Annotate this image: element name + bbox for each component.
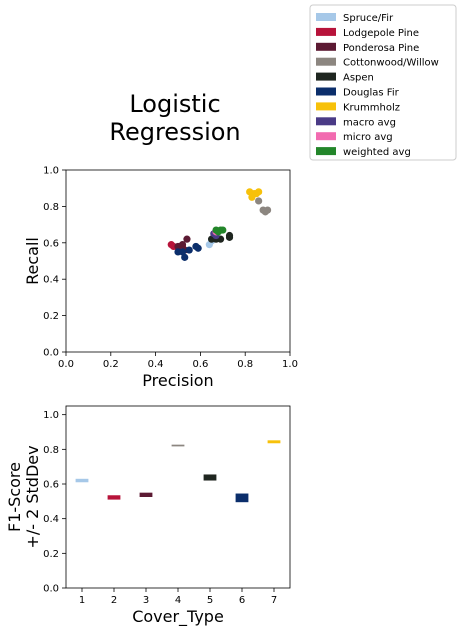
- scatter-axes-frame: [65, 169, 291, 353]
- x-tick-label: 6: [239, 595, 245, 606]
- y-tick-label: 0.8: [43, 445, 59, 456]
- legend-swatch: [316, 13, 336, 21]
- scatter-point: [219, 226, 227, 234]
- range-bar: [267, 440, 281, 444]
- legend-swatch: [316, 72, 336, 81]
- legend-swatch: [316, 42, 336, 51]
- chart-title-line2: Regression: [109, 118, 241, 146]
- legend-label: Spruce/Fir: [343, 13, 394, 24]
- y-tick-label: 0.2: [43, 549, 59, 560]
- range-bar: [107, 495, 121, 500]
- x-tick-label: 2: [111, 595, 117, 606]
- range-bar: [203, 474, 217, 481]
- x-tick-label: 3: [143, 595, 149, 606]
- range-bar: [139, 492, 153, 497]
- x-tick-label: 5: [207, 595, 213, 606]
- scatter-point: [255, 197, 263, 205]
- scatter-point: [264, 206, 272, 214]
- range-bar: [235, 493, 249, 503]
- x-axis-label: Precision: [142, 371, 213, 390]
- y-axis-label: Recall: [23, 237, 42, 285]
- chart-title-line1: Logistic: [129, 90, 221, 118]
- x-tick-label: 0.2: [103, 359, 119, 370]
- scatter-point: [250, 190, 258, 198]
- legend-swatch: [316, 102, 336, 111]
- range-bar: [75, 478, 89, 483]
- x-tick-label: 0.0: [58, 359, 74, 370]
- range-bar: [171, 444, 185, 447]
- x-tick-label: 0.4: [148, 359, 164, 370]
- scatter-point: [194, 244, 202, 252]
- legend-label: Aspen: [343, 73, 374, 84]
- x-tick-label: 1: [79, 595, 85, 606]
- x-tick-label: 7: [271, 595, 277, 606]
- y-tick-label: 0.6: [43, 238, 59, 249]
- y-tick-label: 0.4: [43, 514, 59, 525]
- y-tick-label: 0.6: [43, 480, 59, 491]
- scatter-point: [185, 246, 193, 254]
- legend-swatch: [316, 132, 336, 141]
- scatter-point: [174, 242, 182, 251]
- scatter-point: [225, 231, 234, 240]
- y-axis-label-line1: F1-Score: [5, 462, 24, 532]
- x-axis-label: Cover_Type: [132, 607, 224, 627]
- scatter-point: [181, 253, 189, 261]
- x-tick-label: 4: [175, 595, 181, 606]
- legend-label: Ponderosa Pine: [343, 43, 419, 54]
- y-tick-label: 1.0: [43, 166, 59, 177]
- legend-box: [309, 4, 457, 161]
- legend-swatch: [316, 27, 336, 36]
- chart-title: Logistic Regression: [80, 90, 270, 146]
- legend-swatch: [316, 117, 336, 126]
- bar-axes-frame: [65, 405, 291, 589]
- legend-label: Krummholz: [343, 102, 400, 113]
- scatter-point: [178, 248, 187, 256]
- y-tick-label: 0.2: [43, 311, 59, 322]
- legend-swatch: [316, 57, 336, 66]
- y-tick-label: 0.0: [43, 584, 59, 595]
- y-tick-label: 0.4: [43, 275, 59, 286]
- x-tick-label: 0.8: [237, 359, 253, 370]
- legend-label: Douglas Fir: [343, 88, 400, 99]
- legend-label: micro avg: [343, 132, 393, 143]
- legend-label: Cottonwood/Willow: [343, 58, 439, 69]
- y-tick-label: 0.0: [43, 348, 59, 359]
- y-axis-label-line2: +/- 2 StdDev: [23, 445, 42, 548]
- x-tick-label: 1.0: [282, 359, 298, 370]
- legend-swatch: [316, 147, 336, 156]
- legend-label: weighted avg: [343, 147, 411, 158]
- scatter-point: [183, 235, 191, 243]
- legend-label: macro avg: [343, 117, 396, 128]
- legend-label: Lodgepole Pine: [343, 28, 419, 39]
- x-tick-label: 0.6: [192, 359, 208, 370]
- legend-swatch: [316, 87, 336, 96]
- y-tick-label: 0.8: [43, 202, 59, 213]
- y-tick-label: 1.0: [43, 410, 59, 421]
